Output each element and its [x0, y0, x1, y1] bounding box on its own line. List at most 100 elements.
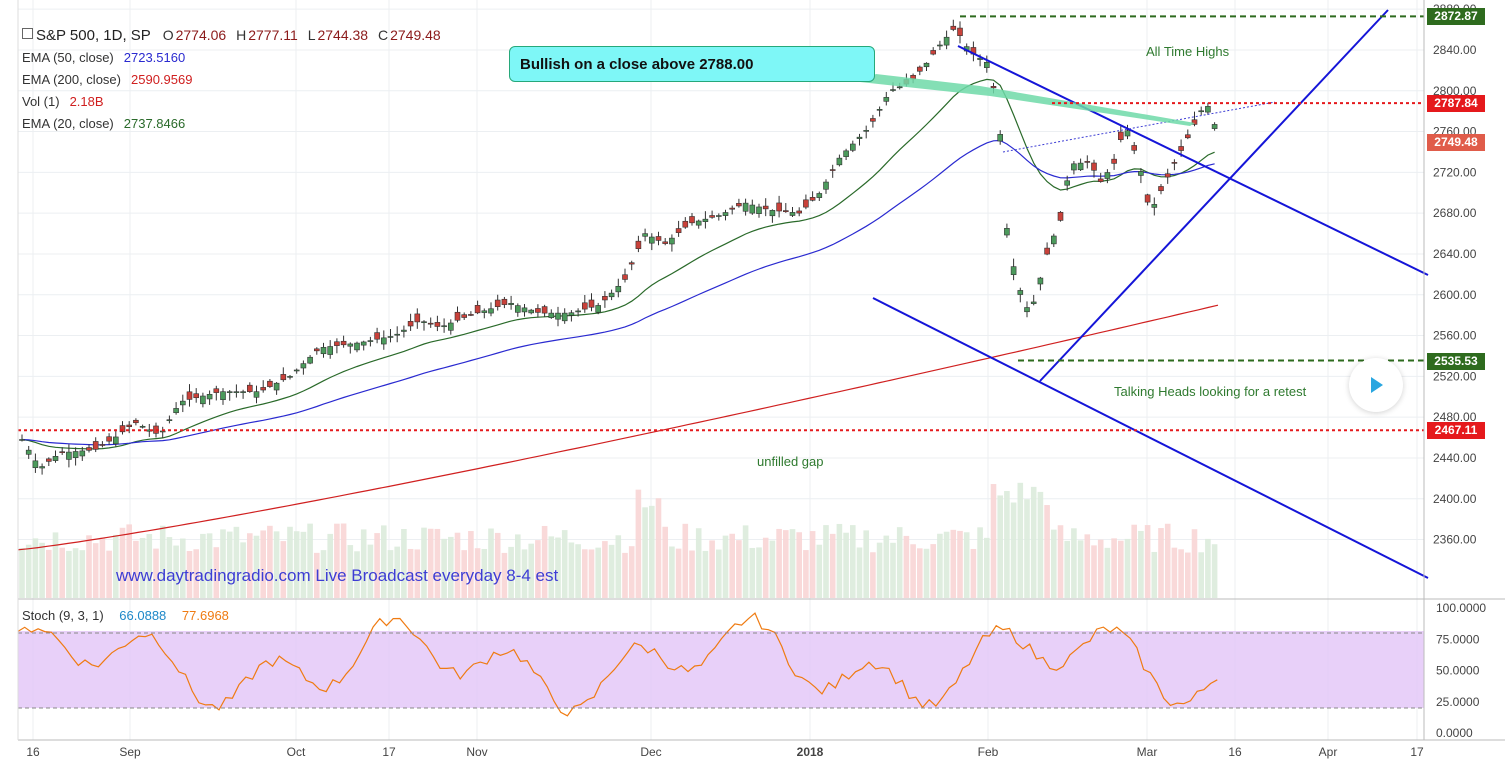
candle-body [836, 157, 843, 166]
x-tick-label: 16 [1228, 745, 1242, 759]
volume-bar [1030, 486, 1037, 598]
header-row: S&P 500, 1D, SP O 2774.06 H 2777.11 L 2744.… [22, 24, 441, 47]
y-tick-label: 2640.00 [1433, 247, 1477, 261]
candle-body [803, 199, 809, 208]
candle-body [642, 233, 648, 237]
volume-bar [320, 550, 327, 598]
stoch-legend[interactable]: Stoch (9, 3, 1) 66.0888 77.6968 [22, 608, 229, 623]
volume-bar [1164, 523, 1171, 598]
volume-bar [535, 540, 541, 598]
volume-bar [622, 552, 628, 598]
volume-bar [595, 547, 601, 598]
volume-bar [1124, 538, 1131, 598]
volume-bar [776, 528, 782, 598]
candle-body [468, 314, 474, 316]
volume-bar [1158, 528, 1164, 598]
ema20-row[interactable]: EMA (20, close) 2737.8466 [22, 113, 441, 135]
volume-bar [823, 525, 829, 598]
volume-bar [166, 537, 173, 598]
close-value: 2749.48 [390, 27, 441, 43]
volume-bar [374, 533, 380, 598]
volume-bar [1084, 534, 1091, 598]
candle-body [72, 451, 79, 458]
volume-bar [213, 547, 220, 598]
stoch-tick-label: 100.0000 [1436, 601, 1486, 615]
candle-body [220, 391, 226, 401]
candle-body [360, 341, 367, 346]
stoch-d-line [17, 612, 1218, 717]
volume-bar [649, 505, 655, 598]
candle-body [1158, 186, 1164, 192]
candle-body [488, 308, 494, 314]
candle-body [635, 240, 642, 250]
volume-bar [1091, 545, 1097, 598]
candle-body [253, 391, 260, 398]
vol-row[interactable]: Vol (1) 2.18B [22, 91, 441, 113]
volume-bar [434, 528, 441, 598]
volume-bar [749, 547, 756, 598]
volume-bar [381, 525, 387, 598]
volume-bar [796, 532, 802, 598]
candle-body [45, 458, 52, 462]
candle-body [126, 424, 132, 427]
candle-body [950, 25, 957, 30]
ema50-row[interactable]: EMA (50, close) 2723.5160 [22, 47, 441, 69]
volume-bar [421, 527, 427, 598]
watermark: www.daytradingradio.com Live Broadcast e… [116, 566, 559, 585]
candle-body [1144, 194, 1151, 203]
y-tick-label: 2360.00 [1433, 533, 1477, 547]
volume-bar [501, 552, 508, 598]
volume-bar [1024, 499, 1030, 598]
ema50-label: EMA (50, close) [22, 50, 114, 65]
volume-bar [173, 545, 179, 598]
collapse-legend-icon[interactable] [22, 28, 33, 39]
stoch-d-value: 77.6968 [181, 608, 229, 623]
volume-bar [481, 548, 488, 598]
bullish-callout[interactable]: Bullish on a close above 2788.00 [509, 46, 875, 82]
candle-body [1097, 178, 1104, 182]
candle-body [1084, 161, 1091, 163]
candle-body [528, 309, 535, 314]
volume-bar [669, 546, 675, 598]
volume-bar [226, 531, 233, 598]
volume-bar [588, 549, 595, 598]
candle-body [401, 329, 407, 332]
candle-body [1104, 172, 1111, 179]
candle-body [541, 306, 548, 314]
play-button[interactable] [1349, 358, 1403, 412]
volume-bar [153, 548, 159, 598]
volume-bar [984, 537, 990, 598]
volume-bar [923, 548, 930, 598]
play-icon [1371, 377, 1383, 393]
volume-bar [642, 507, 648, 598]
volume-bar [193, 549, 199, 598]
candle-body [447, 322, 454, 331]
candle-body [1017, 290, 1024, 295]
volume-bar [997, 495, 1003, 598]
volume-bar [52, 532, 59, 598]
y-tick-label: 2440.00 [1433, 451, 1477, 465]
x-tick-label: Sep [119, 745, 141, 759]
volume-bar [468, 531, 474, 598]
unfilled-gap-note: unfilled gap [757, 454, 824, 469]
candle-body [709, 215, 715, 218]
candle-body [407, 321, 414, 327]
volume-bar [1051, 529, 1057, 598]
y-tick-label: 2840.00 [1433, 43, 1477, 57]
price-tag-gap: 2467.11 [1427, 422, 1485, 440]
volume-bar [528, 543, 534, 598]
symbol-title: S&P 500, 1D, SP [36, 27, 151, 44]
y-tick-label: 2400.00 [1433, 492, 1477, 506]
price-tag-retest: 2535.53 [1427, 352, 1485, 370]
volume-bar [488, 528, 494, 598]
y-tick-label: 2600.00 [1433, 288, 1477, 302]
candle-body [702, 218, 709, 222]
candle-body [32, 460, 39, 469]
volume-bar [106, 550, 112, 598]
candle-body [240, 391, 246, 393]
volume-bar [394, 546, 400, 598]
stoch-k-value: 66.0888 [119, 608, 167, 623]
candle-body [990, 86, 997, 89]
ema200-row[interactable]: EMA (200, close) 2590.9569 [22, 69, 441, 91]
volume-bar [314, 552, 320, 598]
